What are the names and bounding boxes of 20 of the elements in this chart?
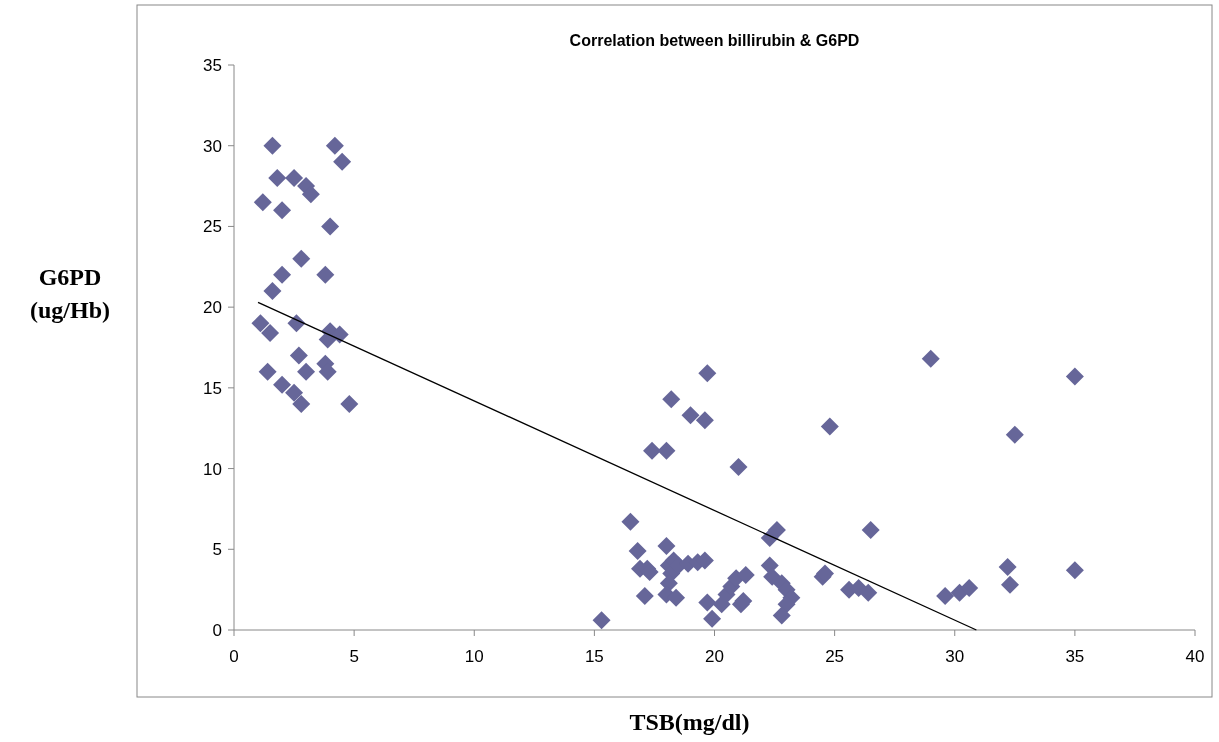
y-tick-label: 20 [203, 298, 222, 318]
y-tick-label: 35 [203, 55, 222, 75]
x-tick-label: 35 [1065, 647, 1085, 666]
chart-title: Correlation between billirubin & G6PD [569, 32, 860, 49]
x-axis-title: TSB(mg/dl) [629, 709, 750, 735]
x-tick-label: 5 [349, 647, 359, 666]
y-tick-label: 10 [203, 459, 222, 479]
y-axis-title: G6PD (ug/Hb) [29, 264, 111, 323]
y-tick-label: 0 [212, 620, 222, 640]
y-tick-label: 30 [203, 136, 222, 156]
x-tick-label: 20 [705, 647, 724, 666]
x-tick-label: 15 [584, 647, 604, 666]
y-tick-label: 5 [212, 540, 222, 560]
x-tick-label: 0 [229, 647, 239, 666]
x-tick-label: 10 [464, 647, 484, 666]
y-tick-label: 15 [203, 378, 222, 398]
y-tick-label: 25 [203, 217, 222, 237]
x-tick-label: 25 [825, 647, 845, 666]
x-tick-label: 40 [1185, 647, 1205, 666]
x-tick-label: 30 [945, 647, 965, 666]
